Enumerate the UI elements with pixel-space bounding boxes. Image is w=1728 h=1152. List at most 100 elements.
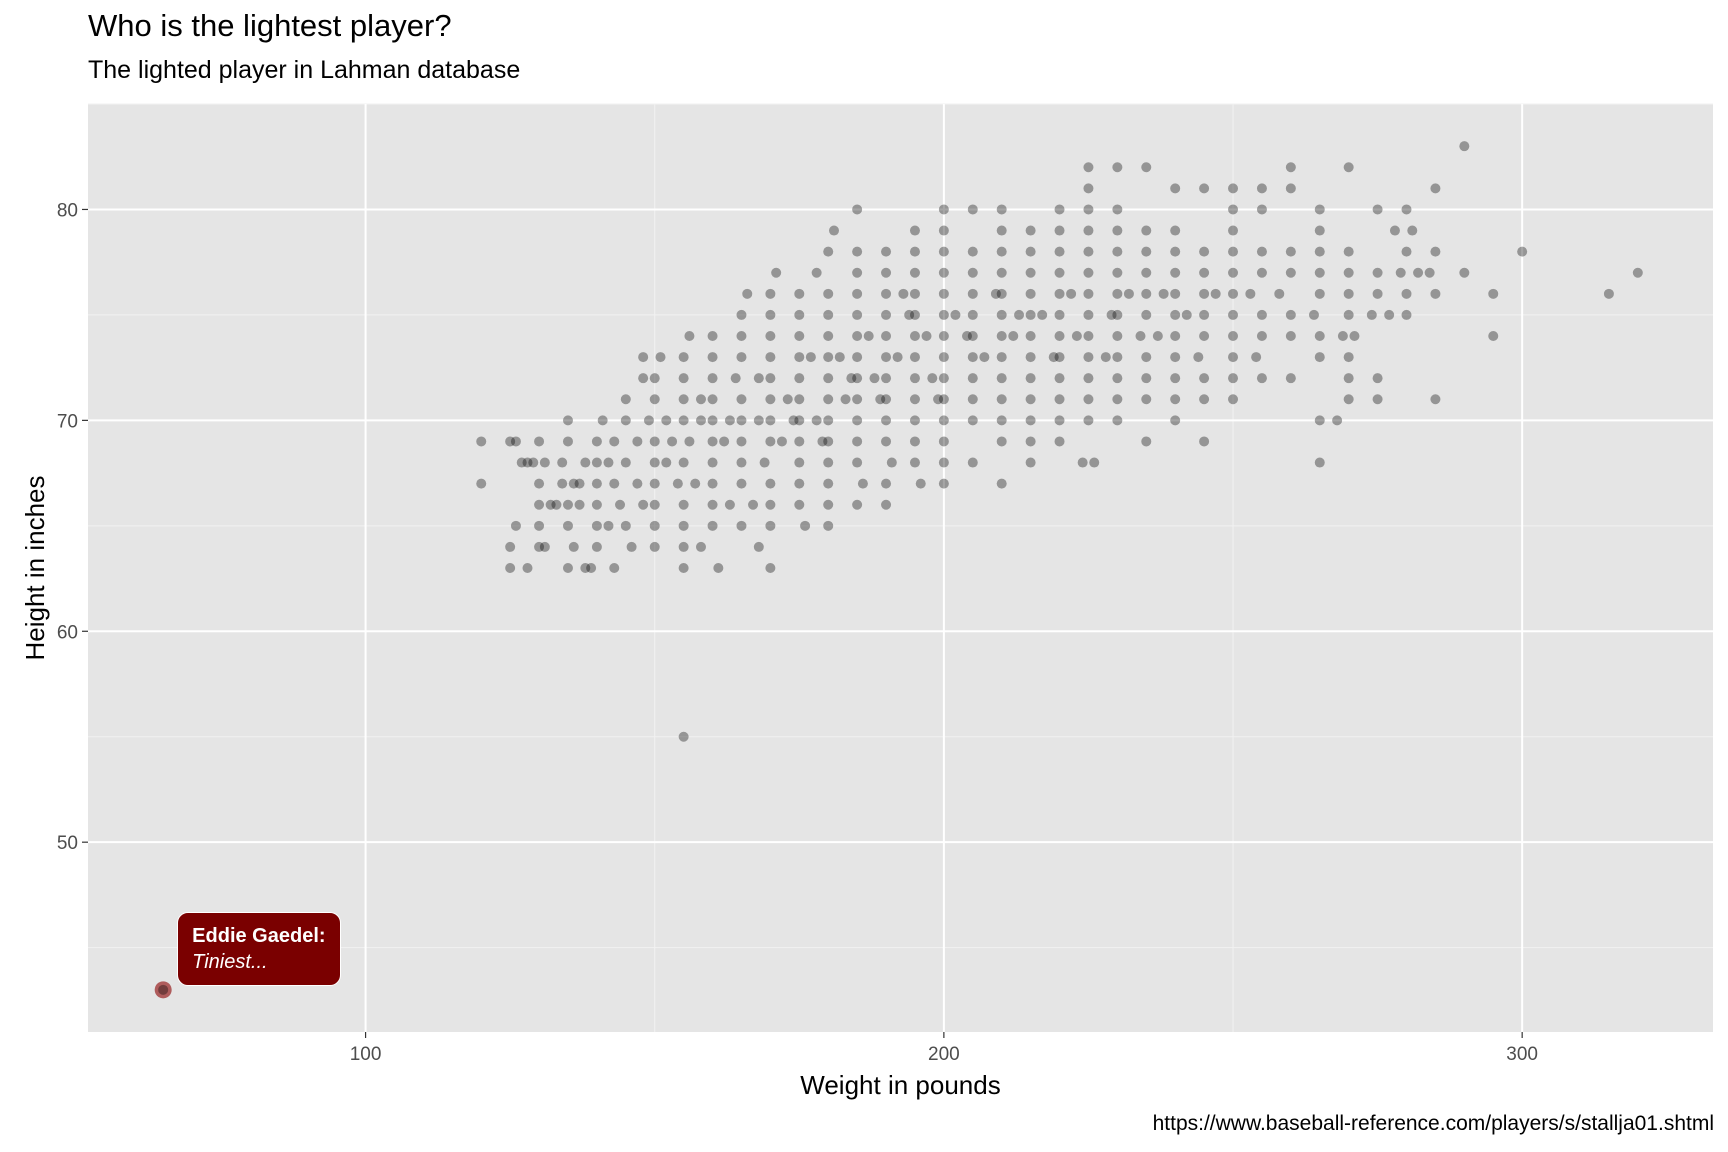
- data-point: [707, 331, 718, 341]
- data-point: [938, 204, 949, 215]
- data-point: [909, 394, 920, 405]
- data-point: [1025, 225, 1036, 236]
- data-point: [823, 415, 834, 426]
- data-point: [857, 478, 868, 489]
- data-point: [1025, 415, 1036, 426]
- data-point: [580, 563, 591, 573]
- data-point: [1077, 457, 1088, 468]
- data-point: [898, 288, 909, 299]
- data-point: [996, 246, 1007, 257]
- data-point: [1170, 415, 1181, 426]
- data-point: [649, 457, 660, 468]
- data-point: [753, 373, 764, 384]
- data-point: [1083, 246, 1094, 257]
- data-point: [707, 436, 718, 447]
- data-point: [1314, 415, 1325, 426]
- data-point: [678, 415, 689, 426]
- data-point: [551, 499, 562, 510]
- data-point: [736, 394, 747, 405]
- data-point: [591, 520, 602, 531]
- data-point: [620, 520, 631, 531]
- data-point: [765, 520, 776, 531]
- data-point: [909, 457, 920, 468]
- data-point: [1083, 394, 1094, 405]
- data-point: [996, 415, 1007, 426]
- data-point: [1141, 267, 1152, 278]
- data-point: [823, 499, 834, 510]
- data-point: [996, 394, 1007, 405]
- data-point: [1314, 204, 1325, 215]
- data-point: [782, 394, 793, 405]
- data-point: [534, 520, 545, 531]
- data-point: [881, 246, 892, 257]
- data-point: [852, 331, 863, 341]
- data-point: [1488, 288, 1499, 299]
- data-point: [1256, 246, 1267, 257]
- data-point: [603, 457, 614, 468]
- data-point: [1048, 352, 1059, 363]
- data-point: [1285, 267, 1296, 278]
- data-point: [1025, 457, 1036, 468]
- data-point: [938, 352, 949, 363]
- data-point: [909, 225, 920, 236]
- data-point: [620, 457, 631, 468]
- data-point: [539, 457, 550, 468]
- data-point: [684, 331, 695, 341]
- data-point: [794, 457, 805, 468]
- x-axis-title: Weight in pounds: [800, 1070, 1000, 1100]
- data-point: [1083, 309, 1094, 320]
- data-point: [1349, 331, 1360, 341]
- data-point: [1314, 352, 1325, 363]
- data-point: [967, 288, 978, 299]
- data-point: [638, 373, 649, 384]
- data-point: [915, 478, 926, 489]
- data-point: [1141, 288, 1152, 299]
- data-point: [534, 541, 545, 552]
- data-point: [794, 478, 805, 489]
- data-point: [950, 309, 961, 320]
- data-point: [562, 436, 573, 447]
- data-point: [823, 436, 834, 447]
- data-point: [1372, 267, 1383, 278]
- data-point: [562, 499, 573, 510]
- data-point: [649, 499, 660, 510]
- data-point: [938, 394, 949, 405]
- data-point: [1343, 309, 1354, 320]
- data-point: [1337, 331, 1348, 341]
- data-point: [1285, 309, 1296, 320]
- data-point: [967, 204, 978, 215]
- data-point: [1430, 288, 1441, 299]
- data-point: [1054, 352, 1065, 363]
- data-point: [800, 520, 811, 531]
- data-point: [649, 436, 660, 447]
- data-point: [557, 478, 568, 489]
- data-point: [695, 394, 706, 405]
- data-point: [1141, 352, 1152, 363]
- data-point: [909, 436, 920, 447]
- data-point: [574, 499, 585, 510]
- data-point: [1112, 204, 1123, 215]
- data-point: [765, 394, 776, 405]
- data-point: [1170, 331, 1181, 341]
- data-point: [562, 563, 573, 573]
- data-point: [1256, 183, 1267, 194]
- data-point: [823, 394, 834, 405]
- data-point: [996, 331, 1007, 341]
- data-point: [1285, 162, 1296, 173]
- data-point: [967, 352, 978, 363]
- data-point: [1193, 352, 1204, 363]
- data-point: [852, 373, 863, 384]
- data-point: [1054, 225, 1065, 236]
- data-point: [794, 288, 805, 299]
- data-point: [707, 499, 718, 510]
- data-point: [967, 457, 978, 468]
- data-point: [1199, 394, 1210, 405]
- data-point: [828, 225, 839, 236]
- data-point: [591, 478, 602, 489]
- data-point: [1170, 225, 1181, 236]
- highlight-layer: [154, 981, 172, 999]
- data-point: [1054, 204, 1065, 215]
- data-point: [1054, 415, 1065, 426]
- data-point: [1424, 267, 1435, 278]
